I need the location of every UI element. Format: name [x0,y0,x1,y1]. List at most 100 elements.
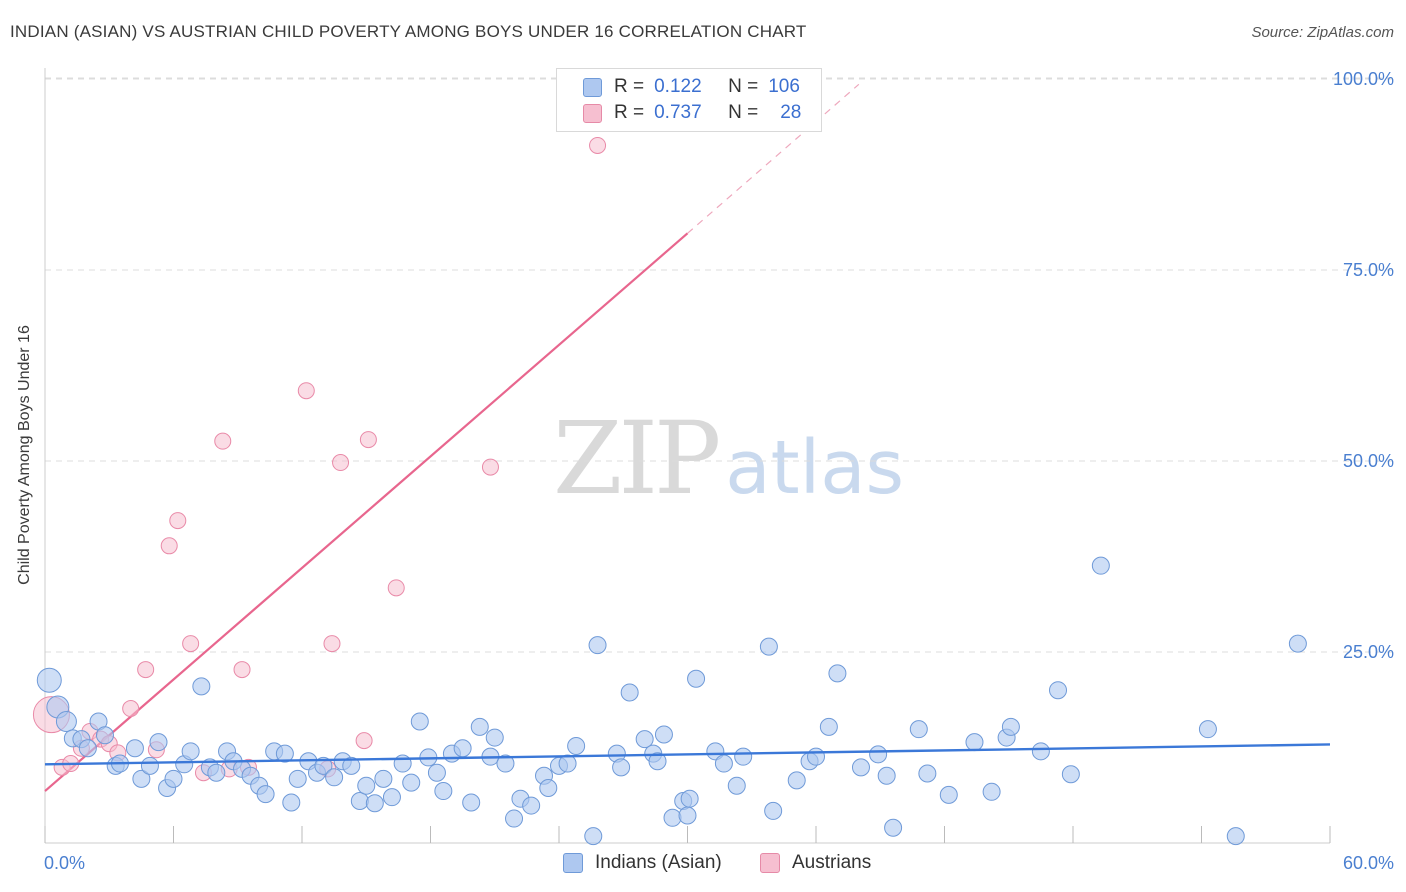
austrians-point [387,579,405,597]
austrians-point [169,512,187,530]
watermark: ZIP atlas [553,400,904,517]
tick-labels: 25.0% 50.0% 75.0% 100.0% 0.0% 60.0% [44,69,1394,873]
austrians-point [589,136,607,154]
indians-point [939,785,958,804]
indians-point [1031,742,1050,761]
y-tick-label-100: 100.0% [1333,69,1394,89]
indians-point [807,747,825,766]
correlation-legend: R = 0.122 N = 106 R = 0.737 N = 28 [556,68,822,132]
indians-point [181,742,200,761]
indians-point [374,769,393,788]
x-tick-label-min: 0.0% [44,853,85,873]
indians-point [584,827,603,846]
indians-point [140,756,159,775]
chart-title: INDIAN (ASIAN) VS AUSTRIAN CHILD POVERTY… [10,22,807,41]
indians-point [485,728,504,747]
indians-point [427,763,446,782]
indians-point [884,818,903,837]
austrians-point [122,700,140,718]
indians-point [734,747,753,766]
austrians-point [297,382,315,400]
indians-r-label: R = [614,76,645,97]
indians-point [256,785,275,804]
austrians-point [214,432,232,450]
indians-n-label: N = [728,76,759,97]
indians-point [1001,717,1020,736]
indians-point [382,788,401,807]
austrians-trend-line [44,232,689,792]
indians-point [470,717,489,736]
indians-point [402,773,421,792]
austrians-n-label: N = [728,102,759,123]
indians-point [678,806,697,825]
indians-point [539,778,558,797]
indians-point [706,742,725,761]
y-tick-label-50: 50.0% [1343,451,1394,471]
indians-point [714,754,733,773]
austrians-trend-layer [44,83,860,792]
indians-point [663,808,682,827]
indians-point [410,712,429,731]
indians-point [1061,765,1080,784]
indians-point [453,739,472,758]
indians-point [325,768,344,787]
legend-row-indians: R = 0.122 N = 106 [583,76,800,98]
bottom-indians-label: Indians (Asian) [595,852,722,873]
indians-point [505,809,524,828]
y-tick-label-25: 25.0% [1343,642,1394,662]
indians-swatch [583,77,602,97]
indians-point [36,667,62,693]
austrians-point [160,537,178,555]
austrians-n-value: 28 [780,102,802,123]
austrians-point [137,661,155,679]
austrians-points [32,136,607,782]
watermark-atlas: atlas [725,425,905,511]
austrians-point [359,431,377,449]
indians-point [496,754,515,773]
watermark-zip: ZIP [553,400,721,517]
legend-row-austrians: R = 0.737 N = 28 [583,102,801,124]
axes [44,68,1331,844]
indians-point [965,733,984,752]
indians-point [635,730,654,749]
grid-lines [45,77,1392,653]
indians-point [1198,720,1217,739]
indians-point [909,720,928,739]
indians-r-value: 0.122 [654,76,702,97]
indians-point [125,739,144,758]
indians-point [588,636,607,655]
austrians-point [182,635,200,653]
indians-point [648,752,667,771]
indians-point [275,744,294,763]
indians-point [764,801,783,820]
x-tick-label-max: 60.0% [1343,853,1394,873]
indians-trend-layer [44,743,1331,766]
indians-points [36,556,1307,846]
indians-point [680,789,699,808]
indians-point [877,766,896,785]
indians-point [787,771,806,790]
bottom-indians-swatch [563,853,583,873]
indians-point [282,793,301,812]
bottom-legend-austrians: Austrians [760,852,871,874]
indians-point [654,725,673,744]
austrians-point [481,458,499,476]
austrians-point [323,635,341,653]
indians-point [132,769,151,788]
indians-point [1049,681,1068,700]
indians-n-value: 106 [768,76,800,97]
austrians-point [355,732,373,750]
bottom-legend-indians: Indians (Asian) [563,852,722,874]
indians-point [314,756,333,775]
indians-point [78,739,97,758]
y-tick-label-75: 75.0% [1343,260,1394,280]
indians-point [851,758,870,777]
indians-point [687,669,706,688]
indians-point [918,764,937,783]
indians-point [1226,827,1245,846]
austrians-swatch [583,103,602,123]
source-label: Source: ZipAtlas.com [1251,24,1394,41]
indians-point [869,745,888,764]
indians-point [1288,634,1307,653]
